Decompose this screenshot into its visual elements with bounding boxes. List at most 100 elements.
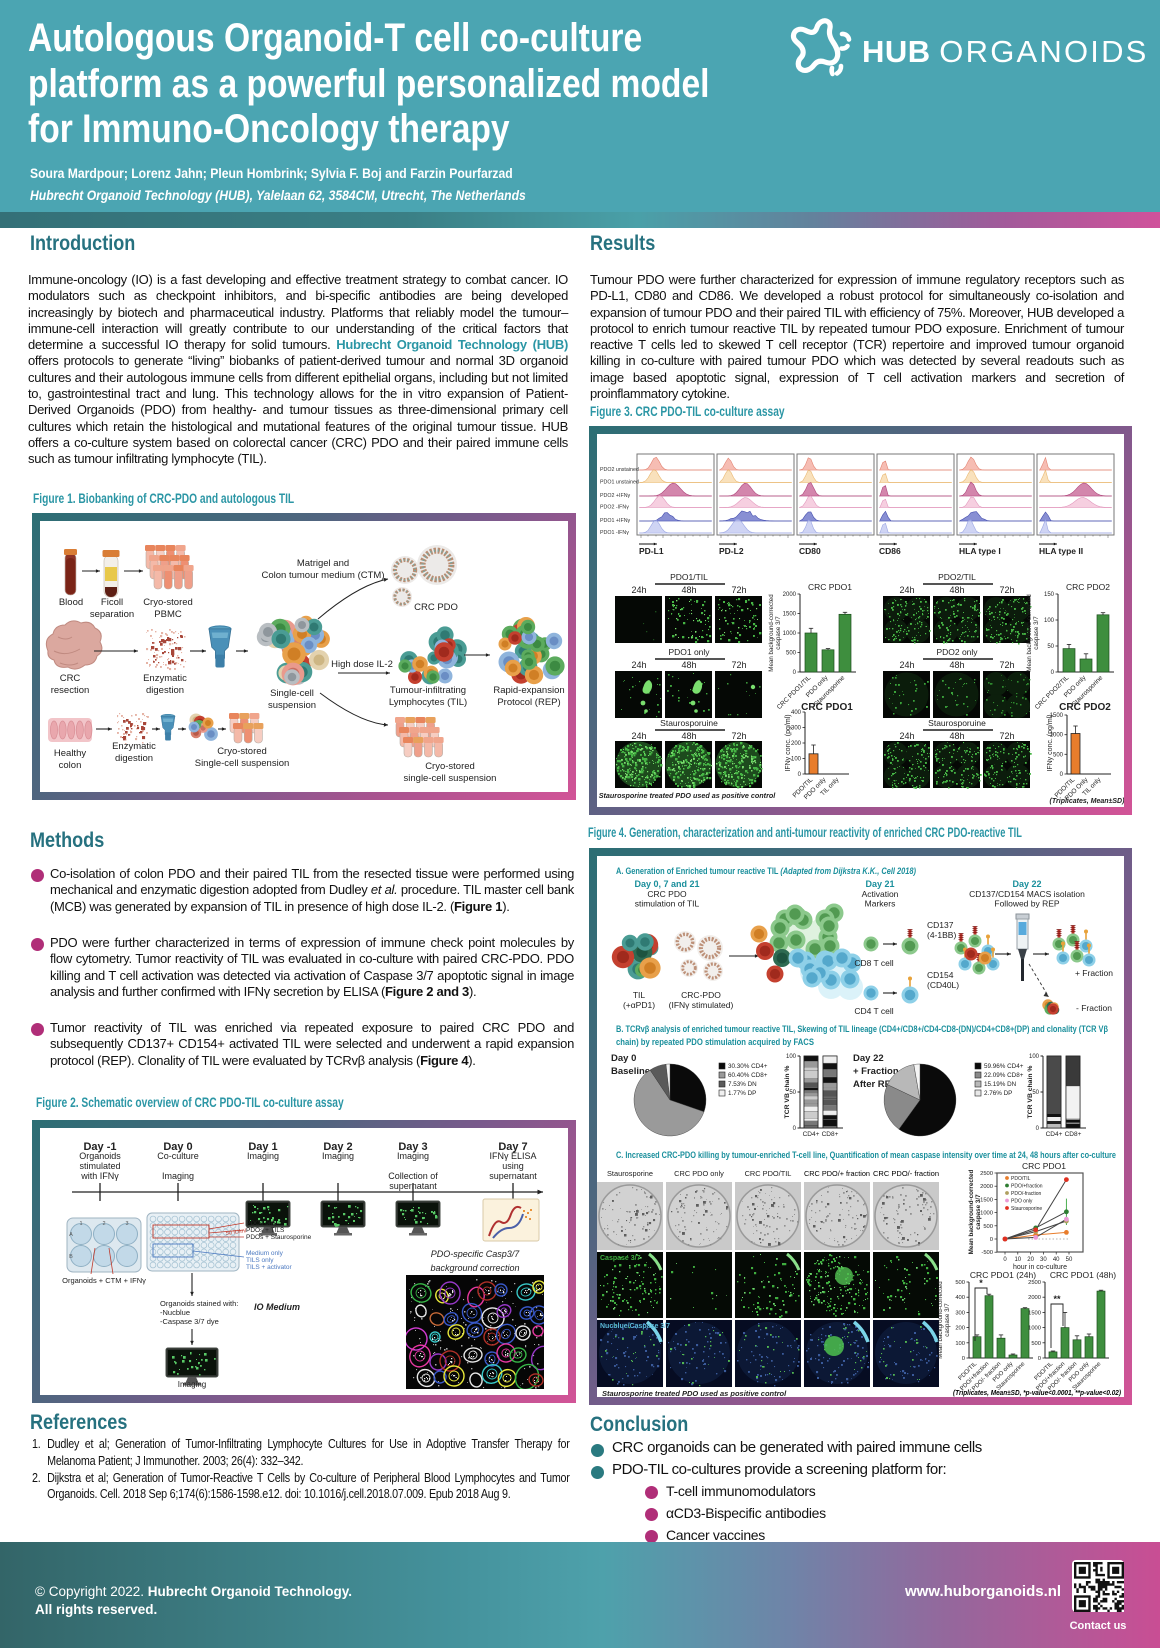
svg-text:TILS + activator: TILS + activator (246, 1264, 293, 1271)
svg-text:30: 30 (1040, 1257, 1047, 1263)
svg-text:Organoids stained with:: Organoids stained with: (160, 1299, 238, 1308)
svg-text:CRC PDO: CRC PDO (647, 889, 687, 899)
svg-text:Imaging: Imaging (397, 1151, 429, 1161)
svg-text:Single-cell suspension: Single-cell suspension (195, 758, 290, 769)
svg-text:Tumour-infiltrating: Tumour-infiltrating (390, 685, 466, 696)
svg-text:15.19% DN: 15.19% DN (984, 1081, 1017, 1088)
svg-text:0: 0 (1060, 772, 1064, 778)
svg-text:500: 500 (1031, 1341, 1041, 1347)
svg-text:CRC PDO/TIL: CRC PDO/TIL (745, 1169, 792, 1178)
svg-text:*: * (979, 1278, 983, 1288)
svg-text:Cryo-stored: Cryo-stored (143, 597, 193, 608)
svg-text:CD137: CD137 (927, 920, 954, 930)
svg-text:48h: 48h (949, 731, 964, 741)
svg-text:Lymphocytes (TIL): Lymphocytes (TIL) (389, 697, 467, 708)
svg-text:Colon tumour medium (CTM): Colon tumour medium (CTM) (262, 570, 385, 581)
svg-text:CRC PDO/- fraction: CRC PDO/- fraction (873, 1169, 939, 1178)
svg-text:Co-culture: Co-culture (157, 1151, 199, 1161)
svg-text:7.53% DN: 7.53% DN (728, 1081, 757, 1088)
svg-text:-Nucblue: -Nucblue (160, 1308, 190, 1317)
svg-text:3: 3 (125, 1221, 128, 1227)
svg-text:500: 500 (955, 1280, 965, 1286)
svg-text:digestion: digestion (115, 753, 153, 764)
svg-text:0: 0 (798, 772, 802, 778)
svg-text:separation: separation (90, 609, 134, 620)
svg-text:Protocol (REP): Protocol (REP) (497, 697, 560, 708)
svg-text:1500: 1500 (1028, 1310, 1041, 1316)
svg-text:48h: 48h (681, 660, 696, 670)
svg-text:0: 0 (1038, 1356, 1041, 1362)
svg-text:Medium only: Medium only (246, 1250, 284, 1257)
svg-text:Day 7: Day 7 (498, 1141, 527, 1153)
svg-text:PDO2 -IFNγ: PDO2 -IFNγ (600, 505, 629, 511)
svg-text:50: 50 (1047, 644, 1054, 650)
svg-text:Staurosporuine: Staurosporuine (660, 718, 718, 728)
svg-text:PDO2 only: PDO2 only (936, 647, 978, 657)
svg-text:resection: resection (51, 685, 90, 696)
svg-text:CD8+: CD8+ (822, 1131, 839, 1138)
svg-text:CRC PDO2: CRC PDO2 (1059, 702, 1111, 713)
svg-text:CRC PDO1 (48h): CRC PDO1 (48h) (1050, 1270, 1116, 1280)
svg-text:Organoids + CTM + IFNγ: Organoids + CTM + IFNγ (62, 1276, 146, 1285)
svg-text:72h: 72h (731, 585, 746, 595)
svg-text:Cryo-stored: Cryo-stored (425, 761, 475, 772)
svg-text:Enzymatic: Enzymatic (112, 741, 156, 752)
svg-text:60.40% CD8+: 60.40% CD8+ (728, 1072, 768, 1079)
svg-text:Nucblue/Caspase 3/7: Nucblue/Caspase 3/7 (600, 1323, 670, 1330)
svg-text:Cryo-stored: Cryo-stored (217, 746, 267, 757)
svg-text:2500: 2500 (980, 1171, 993, 1177)
svg-text:1500: 1500 (980, 1197, 993, 1203)
svg-text:After REP: After REP (853, 1079, 898, 1090)
svg-text:PDO-specific Casp3/7: PDO-specific Casp3/7 (431, 1249, 521, 1259)
svg-text:48h: 48h (681, 585, 696, 595)
svg-text:CRC PDO1: CRC PDO1 (808, 582, 852, 592)
svg-text:PDOs + TILS: PDOs + TILS (246, 1227, 285, 1234)
svg-text:CRC-PDO: CRC-PDO (681, 990, 721, 1000)
svg-text:Activation: Activation (862, 889, 899, 899)
svg-text:caspase 3/7: caspase 3/7 (775, 616, 782, 650)
svg-text:72h: 72h (731, 731, 746, 741)
svg-text:TIL: TIL (633, 990, 646, 1000)
svg-text:(4-1BB): (4-1BB) (927, 930, 956, 940)
svg-text:10: 10 (1014, 1257, 1021, 1263)
svg-text:22.09% CD8+: 22.09% CD8+ (984, 1072, 1024, 1079)
svg-text:IO Medium: IO Medium (254, 1302, 300, 1312)
svg-text:PDOs only: PDOs only (246, 1220, 278, 1227)
svg-text:Staurosporine treated PDO used: Staurosporine treated PDO used as positi… (599, 791, 777, 800)
svg-text:200: 200 (791, 741, 802, 747)
svg-text:CRC PDO2: CRC PDO2 (1066, 582, 1110, 592)
svg-text:72h: 72h (999, 731, 1014, 741)
svg-text:200: 200 (955, 1326, 965, 1332)
svg-text:Staurosporine: Staurosporine (1011, 1206, 1042, 1212)
svg-text:Rapid-expansion: Rapid-expansion (493, 685, 564, 696)
svg-text:IFNγ ELISA: IFNγ ELISA (489, 1151, 536, 1161)
svg-text:Mean background-corrected: Mean background-corrected (1026, 594, 1033, 672)
svg-text:-Caspase 3/7 dye: -Caspase 3/7 dye (160, 1317, 219, 1326)
svg-text:supernatant: supernatant (489, 1171, 537, 1181)
svg-text:Blood: Blood (59, 597, 83, 608)
svg-text:PDOs + Staurosporine: PDOs + Staurosporine (246, 1234, 312, 1241)
svg-text:0: 0 (990, 1237, 993, 1243)
svg-text:background correction: background correction (430, 1263, 519, 1273)
svg-text:(Triplicates, Mean±SD): (Triplicates, Mean±SD) (1050, 798, 1124, 805)
svg-text:stimulation of TIL: stimulation of TIL (635, 899, 700, 909)
svg-text:single-cell suspension: single-cell suspension (404, 773, 497, 784)
svg-text:PDO2/TIL: PDO2/TIL (938, 572, 976, 582)
svg-text:30.30% CD4+: 30.30% CD4+ (728, 1063, 768, 1070)
svg-text:+ Fraction: + Fraction (1075, 968, 1113, 978)
svg-text:2000: 2000 (1028, 1295, 1041, 1301)
svg-text:48h: 48h (949, 660, 964, 670)
svg-text:- Fraction: - Fraction (1076, 1003, 1112, 1013)
svg-text:24h: 24h (899, 660, 914, 670)
svg-text:CD4 T cell: CD4 T cell (854, 1006, 893, 1016)
svg-text:2: 2 (102, 1221, 105, 1227)
svg-text:Day 0: Day 0 (163, 1141, 192, 1153)
svg-text:59.96% CD4+: 59.96% CD4+ (984, 1063, 1024, 1070)
svg-text:PDO/TIL: PDO/TIL (1011, 1176, 1031, 1182)
svg-text:(CD40L): (CD40L) (927, 980, 959, 990)
svg-text:PDO1 +IFNγ: PDO1 +IFNγ (600, 518, 631, 524)
svg-text:72h: 72h (999, 585, 1014, 595)
svg-text:A. Generation of Enriched tumo: A. Generation of Enriched tumour reactiv… (616, 866, 916, 877)
svg-text:Mean background-corrected: Mean background-corrected (768, 594, 775, 672)
svg-text:72h: 72h (731, 660, 746, 670)
